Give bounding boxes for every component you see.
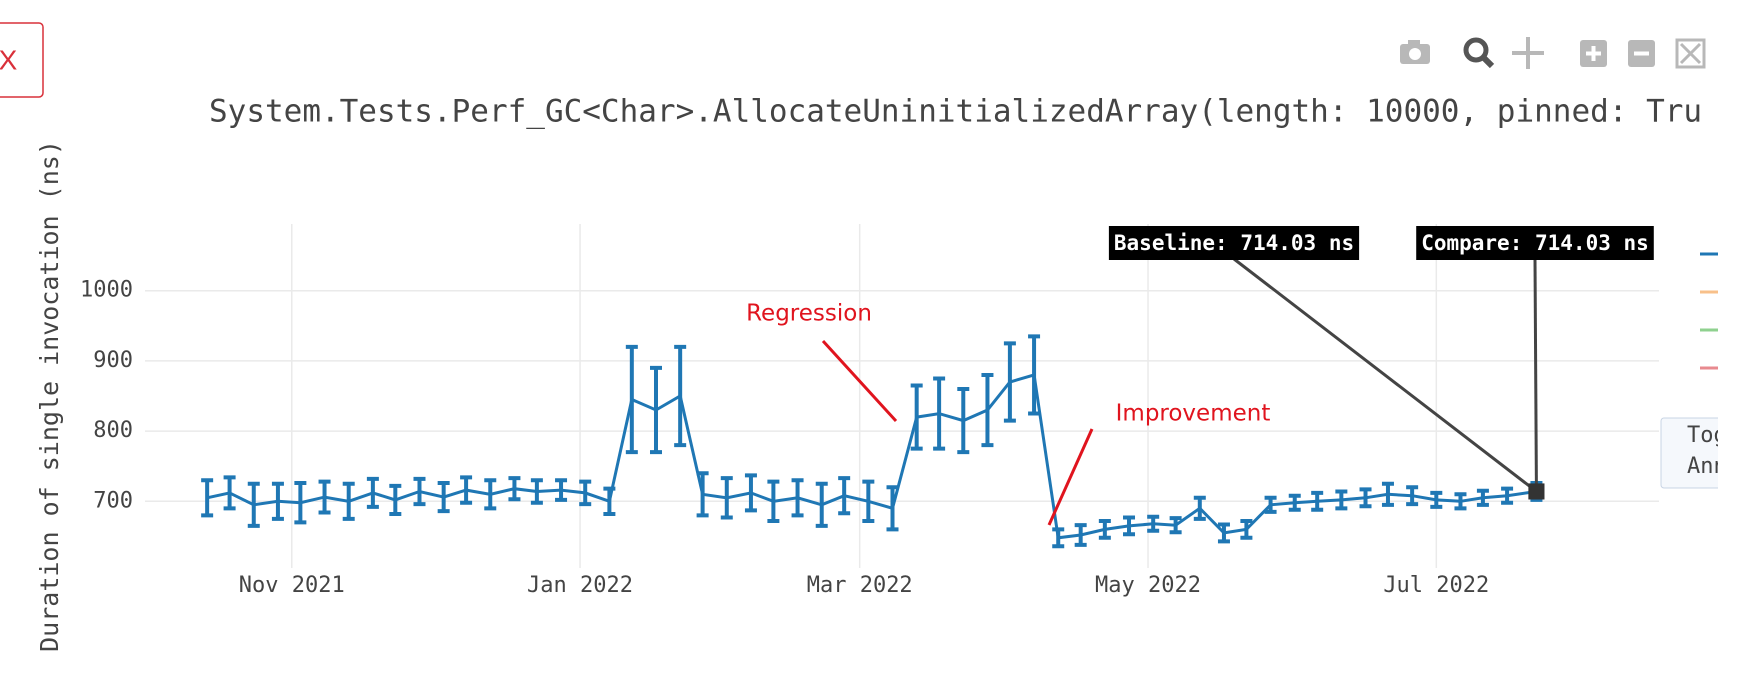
error-bar (862, 479, 875, 523)
error-bar (1311, 490, 1324, 512)
zoom-in-icon[interactable] (1580, 40, 1607, 67)
annotation-arrow (1047, 428, 1094, 526)
toolbar (1400, 37, 1706, 69)
x-tick-label: Jan 2022 (527, 573, 633, 598)
callout-label: Baseline: 714.03 ns (1114, 231, 1354, 255)
callout-marker (1528, 483, 1545, 500)
error-bar (530, 478, 543, 505)
series-line (206, 372, 1537, 540)
y-tick-label: 900 (93, 348, 133, 373)
zoom-icon[interactable] (1463, 37, 1495, 69)
error-bar (1501, 486, 1514, 505)
camera-icon[interactable] (1400, 40, 1430, 64)
error-bar (767, 479, 780, 523)
error-bar (933, 376, 946, 451)
error-bar (1147, 514, 1160, 533)
x-tick-label: Nov 2021 (239, 573, 345, 598)
y-tick-label: 800 (93, 418, 133, 443)
error-bar (1359, 487, 1372, 509)
error-bar (389, 483, 402, 516)
error-bar (1430, 490, 1443, 509)
error-bar (555, 478, 568, 502)
error-bar (271, 481, 284, 521)
x-tick-label: Jul 2022 (1383, 573, 1489, 598)
error-bar (1335, 489, 1348, 511)
error-bar (838, 476, 851, 516)
annotation: Improvement (1116, 401, 1271, 427)
reset-icon[interactable] (1675, 38, 1706, 69)
error-bar (1454, 492, 1467, 511)
error-bar (791, 478, 804, 518)
callout-box (1108, 226, 1360, 260)
callout-line (1533, 258, 1538, 492)
error-bar (603, 486, 616, 516)
close-label: X (0, 44, 18, 75)
error-bar (1003, 341, 1016, 423)
error-bar (1028, 334, 1041, 416)
error-bar (1098, 518, 1111, 540)
button-label: Tog (1687, 423, 1718, 448)
error-bar (1074, 523, 1087, 547)
error-bar (484, 478, 497, 511)
error-bar (1381, 481, 1394, 507)
error-bar (910, 383, 923, 451)
error-bar (1476, 488, 1489, 507)
error-bar (247, 481, 260, 528)
error-bar (720, 476, 733, 520)
error-bar (437, 481, 450, 514)
error-bar (815, 481, 828, 528)
y-tick-label: 700 (93, 488, 133, 513)
callout-line (1233, 257, 1538, 493)
error-bar (625, 344, 638, 455)
error-bar (1240, 518, 1253, 540)
error-bar (579, 479, 592, 507)
annotation: Regression (746, 301, 872, 327)
callout-box (1416, 226, 1654, 260)
chart: X System.Tests.Perf_GC<Char>.AllocateUni… (0, 22, 1718, 652)
error-bar (413, 476, 426, 507)
annotation-arrow (821, 339, 898, 423)
x-tick-label: Mar 2022 (807, 573, 913, 598)
close-button[interactable] (0, 22, 44, 98)
error-bar (223, 475, 236, 511)
zoom-out-icon[interactable] (1628, 40, 1655, 67)
error-bar (1123, 515, 1136, 537)
callout-label: Compare: 714.03 ns (1421, 231, 1649, 255)
error-bar (460, 475, 473, 505)
error-bar (1406, 485, 1419, 507)
error-bar (294, 481, 307, 525)
y-axis-title: Duration of single invocation (ns) (35, 140, 64, 652)
error-bar (744, 473, 757, 513)
error-bar (342, 481, 355, 521)
error-bar (957, 386, 970, 455)
pan-icon[interactable] (1512, 37, 1544, 69)
error-bar (1052, 527, 1065, 549)
error-bar (886, 485, 899, 532)
x-tick-label: May 2022 (1095, 573, 1201, 598)
error-bar (318, 479, 331, 515)
error-bar (1217, 522, 1230, 544)
error-bar (696, 471, 709, 518)
error-bar (981, 372, 994, 448)
y-tick-label: 1000 (80, 278, 133, 303)
error-bar (508, 476, 521, 502)
chart-title: System.Tests.Perf_GC<Char>.AllocateUnini… (209, 94, 1702, 130)
button-label: Ann (1687, 454, 1718, 479)
error-bar (366, 476, 379, 509)
annotation-toggle[interactable] (1660, 417, 1718, 489)
error-bar (1193, 495, 1206, 521)
error-bar (1264, 495, 1277, 514)
error-bar (201, 478, 214, 518)
error-bar (1169, 516, 1182, 535)
error-bar (649, 365, 662, 455)
error-bar (674, 344, 687, 448)
error-bar (1288, 493, 1301, 512)
